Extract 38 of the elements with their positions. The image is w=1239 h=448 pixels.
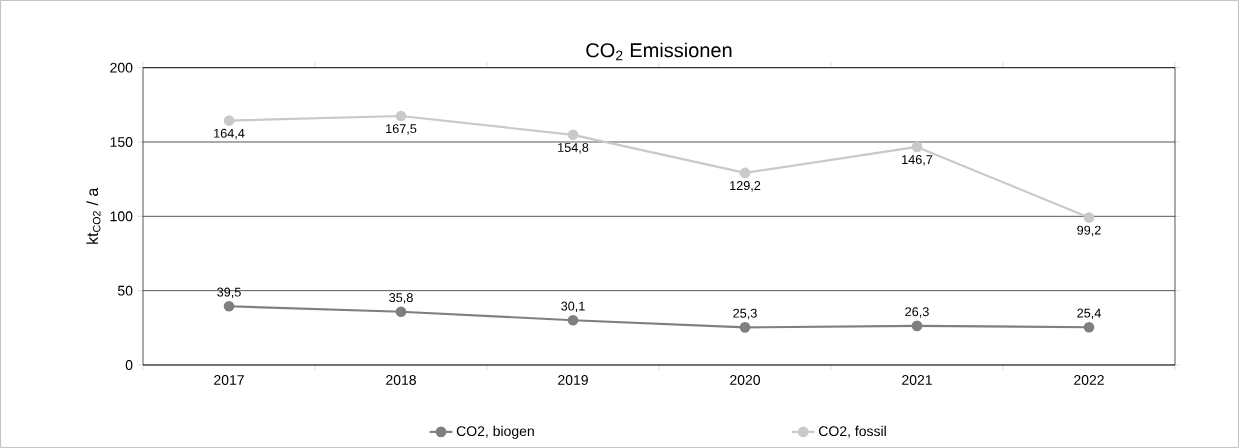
x-tick-label: 2017: [214, 375, 244, 385]
data-label: 146,7: [902, 155, 933, 166]
data-label: 99,2: [1077, 225, 1101, 237]
data-label: 25,3: [733, 308, 757, 320]
point: [567, 314, 579, 326]
x-tick-label: 2020: [730, 375, 761, 385]
data-label: 154,8: [558, 143, 589, 154]
legend-label: CO2, biogen: [456, 425, 534, 439]
data-label: 25,4: [1077, 308, 1101, 320]
point: [223, 300, 235, 312]
point: [395, 110, 407, 122]
legend-label: CO2, fossil: [819, 425, 886, 438]
y-axis-title: kt$_{CO2}$ / a: [86, 187, 101, 244]
data-label: 30,1: [561, 301, 585, 313]
point: [911, 141, 923, 153]
point: [1083, 321, 1095, 333]
data-label: 129,2: [730, 181, 761, 192]
data-label: 26,3: [905, 307, 929, 318]
y-tick-label: 0: [125, 360, 133, 370]
data-label: 35,8: [389, 293, 413, 304]
point: [567, 129, 579, 141]
y-tick-label: 150: [110, 137, 133, 147]
chart-title: CO$_{2}$ Emissionen: [586, 42, 732, 61]
point: [911, 320, 923, 332]
y-tick-label: 100: [110, 211, 133, 222]
point: [739, 167, 751, 179]
x-tick-label: 2022: [1074, 375, 1104, 385]
point: [223, 115, 235, 126]
data-label: 164,4: [214, 128, 245, 140]
x-tick-label: 2021: [902, 375, 932, 385]
y-tick-label: 50: [117, 285, 133, 296]
point: [739, 322, 751, 333]
y-tick-label: 200: [110, 62, 133, 73]
data-label: 167,5: [386, 124, 417, 135]
x-tick-label: 2018: [386, 375, 416, 385]
point: [395, 306, 407, 318]
x-tick-label: 2019: [558, 375, 588, 385]
point: [1083, 212, 1095, 223]
